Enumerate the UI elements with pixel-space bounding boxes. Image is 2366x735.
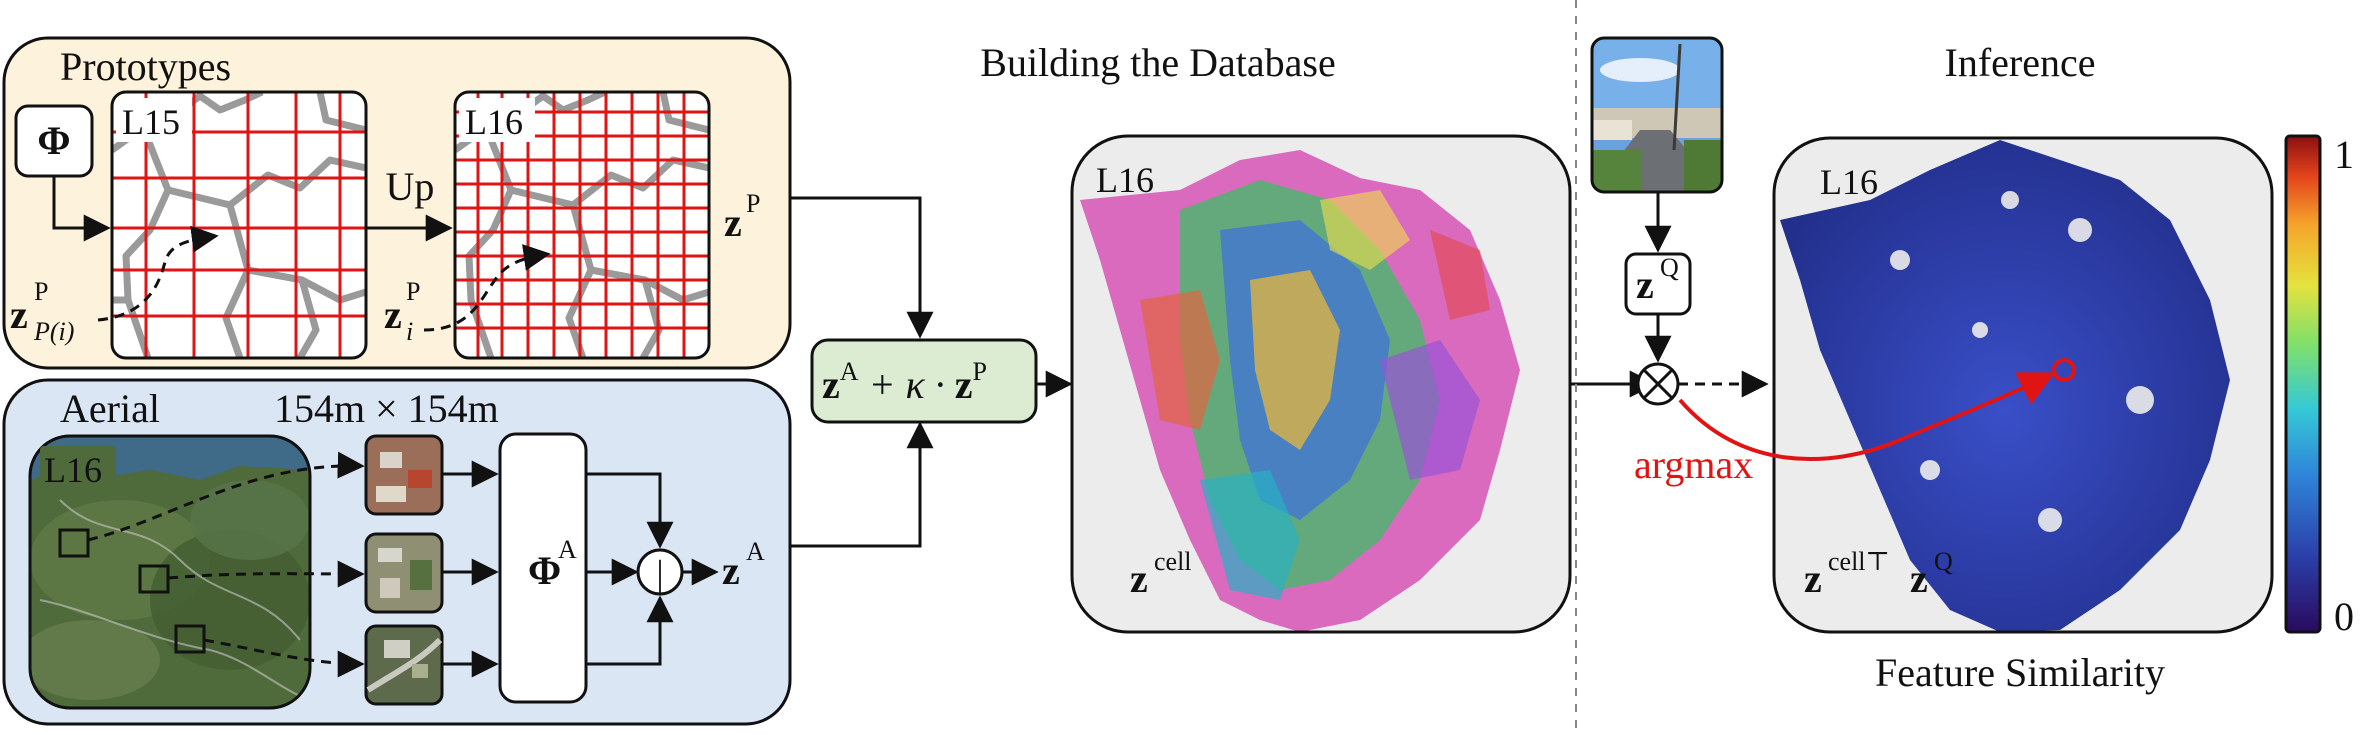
crop-arrow-3 xyxy=(203,638,365,678)
aerial-tile-2 xyxy=(364,532,444,614)
aerial-panel: Aerial 154m × 154m L16 xyxy=(2,378,792,726)
prototypes-panel: Prototypes Φ xyxy=(2,36,792,370)
colorbar-icon: 1 0 xyxy=(2284,132,2354,639)
svg-text:cell⊤: cell⊤ xyxy=(1828,547,1890,576)
best-match-marker xyxy=(2052,358,2076,382)
svg-text:P: P xyxy=(34,277,48,306)
svg-text:P(i): P(i) xyxy=(33,317,74,346)
svg-text:A: A xyxy=(746,537,765,566)
phi-symbol: Φ xyxy=(37,118,70,163)
db-level-label: L16 xyxy=(1096,160,1154,200)
aerial-tile-3 xyxy=(364,624,444,706)
z-p-label: z P xyxy=(724,189,760,245)
argmax-label: argmax xyxy=(1634,442,1753,487)
svg-text:z: z xyxy=(10,292,28,337)
crop-box-3 xyxy=(174,624,206,654)
svg-text:z: z xyxy=(1910,556,1928,601)
zp-to-fusion-arrow xyxy=(790,196,934,339)
z-cell-label: z cell xyxy=(1130,547,1192,601)
prototypes-title: Prototypes xyxy=(60,44,231,89)
z-q-box: z Q xyxy=(1624,252,1692,316)
pooling-node: | xyxy=(636,548,684,596)
l15-grid-tile: L15 xyxy=(110,90,368,360)
svg-text:Q: Q xyxy=(1660,253,1679,282)
parent-lookup-arrow xyxy=(97,225,219,322)
l16-proto-label: L16 xyxy=(465,102,523,142)
svg-text:A: A xyxy=(558,535,577,564)
crop-arrow-2 xyxy=(167,560,365,588)
aerial-title: Aerial xyxy=(60,386,160,431)
z-parent-label: z P P(i) xyxy=(10,277,74,346)
svg-text:P: P xyxy=(406,277,420,306)
building-title: Building the Database xyxy=(980,40,1335,85)
street-photo-icon xyxy=(1590,36,1724,194)
similarity-map: L16 z cell⊤ z Q xyxy=(1772,136,2274,634)
colorbar-max-label: 1 xyxy=(2334,132,2354,177)
satellite-map: L16 xyxy=(28,434,312,710)
feat3-arrow xyxy=(586,595,674,666)
l15-label: L15 xyxy=(122,102,180,142)
z-a-label: z A xyxy=(722,537,765,593)
phi-a-encoder: Φ A xyxy=(498,432,588,704)
l16-grid-tile: L16 xyxy=(453,90,711,360)
aerial-tile-1 xyxy=(364,434,444,516)
cell-lookup-arrow xyxy=(423,244,551,332)
aerial-size-label: 154m × 154m xyxy=(274,386,499,431)
inf-level-label: L16 xyxy=(1820,162,1878,202)
feature-similarity-caption: Feature Similarity xyxy=(1875,650,2165,695)
za-to-fusion-arrow xyxy=(790,421,934,548)
feat1-arrow xyxy=(586,472,674,549)
svg-text:Φ: Φ xyxy=(528,548,561,593)
svg-text:z: z xyxy=(1636,262,1654,307)
svg-text:cell: cell xyxy=(1154,547,1192,576)
svg-text:|: | xyxy=(656,553,663,593)
svg-text:zA + κ · zP: zA + κ · zP xyxy=(822,357,987,407)
phi-arrow xyxy=(52,176,111,242)
z-i-label: z P i xyxy=(384,277,420,346)
circle-times-icon xyxy=(1636,362,1680,406)
svg-text:z: z xyxy=(1130,556,1148,601)
svg-text:P: P xyxy=(746,189,760,218)
svg-text:z: z xyxy=(1804,556,1822,601)
svg-text:z: z xyxy=(384,292,402,337)
svg-text:i: i xyxy=(406,317,413,346)
inference-title: Inference xyxy=(1945,40,2096,85)
svg-text:z: z xyxy=(722,548,740,593)
similarity-formula: z cell⊤ z Q xyxy=(1804,547,1953,601)
database-map: L16 z cell xyxy=(1070,134,1572,634)
svg-text:z: z xyxy=(724,200,742,245)
colorbar-min-label: 0 xyxy=(2334,594,2354,639)
up-label: Up xyxy=(386,164,435,209)
crop-box-2 xyxy=(138,564,170,594)
crop-arrow-1 xyxy=(87,451,365,542)
fusion-box: zA + κ · zP xyxy=(810,338,1038,424)
crop-box-1 xyxy=(58,528,90,558)
svg-text:Q: Q xyxy=(1934,547,1953,576)
argmax-arrow xyxy=(1678,372,2056,462)
aerial-level-label: L16 xyxy=(44,450,102,490)
